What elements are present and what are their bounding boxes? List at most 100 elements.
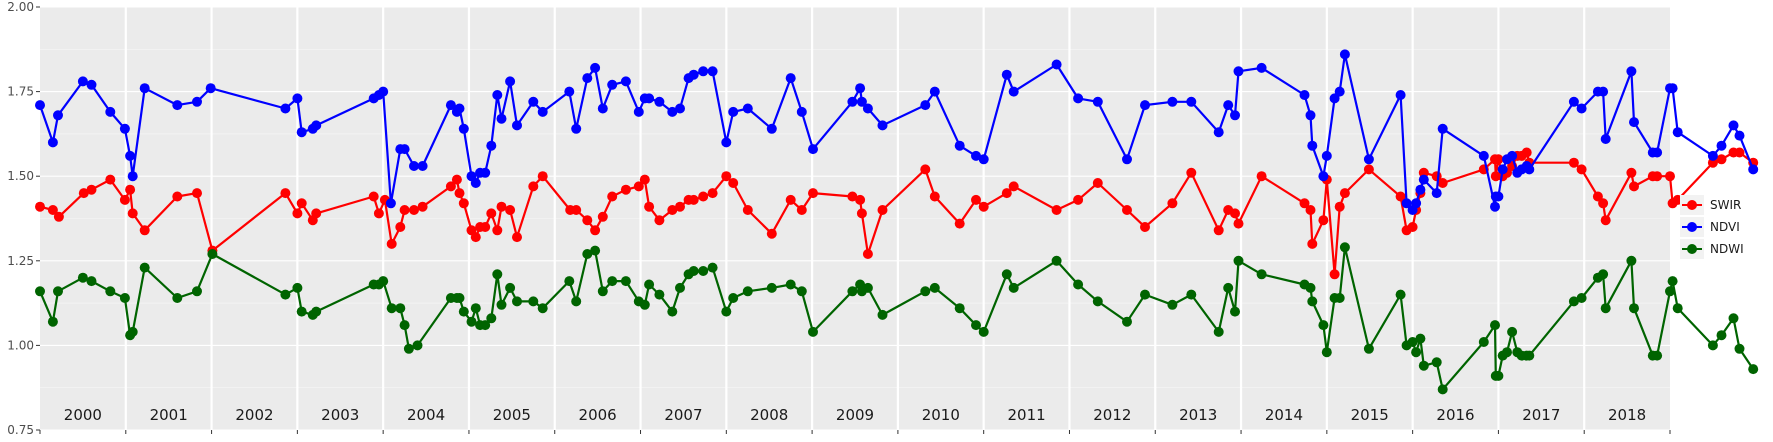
data-point	[1213, 326, 1224, 337]
data-point	[537, 303, 548, 314]
data-point	[1598, 86, 1609, 97]
year-label: 2003	[321, 406, 359, 424]
data-point	[877, 309, 888, 320]
data-point	[1598, 269, 1609, 280]
data-point	[1122, 316, 1132, 327]
data-point	[1415, 333, 1426, 344]
data-point	[1672, 303, 1683, 314]
data-point	[633, 106, 644, 117]
data-point	[721, 306, 732, 317]
data-point	[1186, 289, 1197, 300]
data-point	[1140, 289, 1150, 300]
data-point	[707, 188, 718, 199]
data-point	[856, 96, 867, 107]
data-point	[1672, 127, 1683, 138]
data-point	[721, 171, 732, 182]
data-point	[1507, 150, 1518, 161]
data-point	[492, 225, 503, 236]
data-point	[728, 178, 739, 188]
data-point	[1334, 293, 1345, 303]
data-point	[877, 205, 888, 215]
data-point	[1008, 86, 1019, 97]
legend-key-point	[1687, 222, 1697, 232]
data-point	[590, 62, 601, 73]
data-point	[1415, 184, 1426, 195]
data-point	[607, 79, 618, 90]
legend-label: SWIR	[1710, 198, 1741, 212]
data-point	[607, 191, 618, 202]
year-label: 2009	[836, 406, 874, 424]
data-point	[35, 286, 45, 297]
year-label: 2011	[1007, 406, 1045, 424]
data-point	[1339, 188, 1350, 199]
data-point	[1233, 218, 1244, 229]
data-point	[1122, 154, 1132, 165]
data-point	[77, 272, 88, 283]
data-point	[458, 123, 469, 134]
data-point	[1490, 201, 1500, 212]
data-point	[1716, 330, 1727, 341]
series-ndvi	[35, 49, 1759, 215]
data-point	[1652, 147, 1663, 158]
data-point	[1716, 154, 1727, 165]
data-point	[1051, 255, 1062, 266]
data-point	[1626, 66, 1637, 77]
data-point	[409, 161, 419, 171]
data-point	[35, 201, 45, 212]
data-point	[1307, 140, 1318, 151]
data-point	[1092, 96, 1103, 107]
year-label: 2018	[1608, 406, 1646, 424]
data-point	[1321, 150, 1332, 161]
data-point	[378, 276, 389, 287]
data-point	[1437, 384, 1448, 395]
data-point	[742, 205, 753, 215]
data-point	[1305, 205, 1316, 215]
year-label: 2012	[1093, 406, 1131, 424]
data-point	[486, 208, 497, 219]
data-point	[644, 201, 655, 212]
data-point	[978, 201, 989, 212]
data-point	[125, 184, 136, 195]
data-point	[395, 222, 406, 232]
data-point	[280, 103, 291, 114]
data-point	[847, 96, 858, 107]
data-point	[675, 201, 685, 212]
data-point	[971, 150, 981, 161]
data-point	[954, 218, 965, 229]
data-point	[971, 194, 981, 205]
data-point	[688, 69, 699, 80]
data-point	[1233, 255, 1244, 266]
data-point	[1256, 269, 1267, 280]
data-point	[920, 100, 931, 111]
data-point	[971, 320, 981, 331]
data-point	[978, 154, 989, 165]
data-point	[127, 208, 138, 219]
data-point	[1186, 96, 1197, 107]
data-point	[139, 262, 150, 273]
year-label: 2000	[64, 406, 102, 424]
data-point	[1213, 225, 1224, 236]
data-point	[399, 144, 410, 155]
data-point	[920, 286, 931, 297]
data-point	[445, 181, 456, 192]
data-point	[742, 103, 753, 114]
data-point	[1001, 188, 1012, 199]
data-point	[855, 83, 866, 94]
year-label: 2005	[493, 406, 531, 424]
data-point	[470, 178, 481, 188]
data-point	[412, 340, 423, 351]
data-point	[1493, 191, 1504, 202]
data-point	[633, 181, 644, 192]
data-point	[1507, 326, 1518, 337]
data-point	[675, 103, 685, 114]
data-point	[1478, 150, 1489, 161]
data-point	[127, 326, 138, 337]
x-axis	[39, 430, 1671, 434]
data-point	[1716, 140, 1727, 151]
data-point	[119, 123, 130, 134]
data-point	[53, 286, 63, 297]
data-point	[1256, 171, 1267, 182]
data-point	[373, 208, 384, 219]
data-point	[537, 106, 548, 117]
